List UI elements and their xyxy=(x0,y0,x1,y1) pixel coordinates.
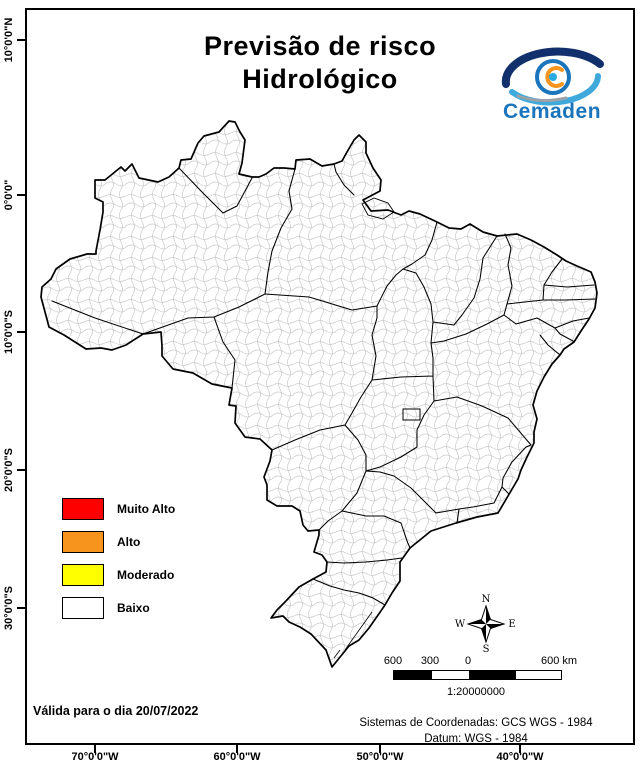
legend-swatch-baixo xyxy=(62,597,104,619)
lat-label-30s: 30°0'0"S xyxy=(3,585,15,631)
title-line-1: Previsão de risco xyxy=(203,31,437,61)
lagoon-line xyxy=(333,611,373,659)
legend-item-alto: Alto xyxy=(62,531,232,553)
legend-item-moderado: Moderado xyxy=(62,564,232,586)
legend-label-muito-alto: Muito Alto xyxy=(117,502,176,516)
scale-segment xyxy=(515,671,561,679)
scale-segment xyxy=(431,671,469,679)
scale-label-300: 300 xyxy=(420,655,440,667)
legend-label-baixo: Baixo xyxy=(117,601,150,615)
title-line-2: Hidrológico xyxy=(242,63,398,94)
lon-label-40w: 40°0'0"W xyxy=(496,751,544,763)
scale-segment xyxy=(469,671,515,679)
lon-tick xyxy=(519,745,521,753)
legend-swatch-alto xyxy=(62,531,104,553)
compass-letter-e: E xyxy=(508,619,515,630)
lat-tick xyxy=(17,39,25,41)
lon-label-60w: 60°0'0"W xyxy=(213,751,261,763)
compass-letter-n: N xyxy=(482,594,491,605)
cemaden-logo-text: Cemaden xyxy=(502,100,602,123)
lat-label-0: 0°0'0" xyxy=(3,179,15,211)
scale-label-600-left: 600 xyxy=(383,655,403,667)
legend-label-alto: Alto xyxy=(117,535,141,549)
legend-item-muito-alto: Muito Alto xyxy=(62,498,232,520)
validity-note: Válida para o dia 20/07/2022 xyxy=(33,704,199,718)
brazil-border xyxy=(40,120,598,668)
cemaden-logo-icon xyxy=(501,47,604,106)
lat-label-20s: 20°0'0"S xyxy=(3,447,15,493)
legend-item-baixo: Baixo xyxy=(62,597,232,619)
lat-tick xyxy=(17,331,25,333)
lon-label-70w: 70°0'0"W xyxy=(71,751,119,763)
scale-label-600km: 600 km xyxy=(540,655,578,667)
brazil-outline xyxy=(41,121,597,667)
lat-tick xyxy=(17,469,25,471)
scale-segment xyxy=(394,671,431,679)
compass-letter-w: W xyxy=(455,619,466,630)
scale-bar xyxy=(393,670,562,680)
risk-legend: Muito Alto Alto Moderado Baixo xyxy=(62,498,232,630)
scale-label-0: 0 xyxy=(464,655,472,667)
compass-star-fill xyxy=(468,606,504,642)
lat-label-10n: 10°0'0"N xyxy=(3,17,15,63)
datum-line: Datum: WGS - 1984 xyxy=(424,732,528,745)
coordinate-system-line: Sistemas de Coordenadas: GCS WGS - 1984 xyxy=(359,717,593,729)
lat-tick xyxy=(17,607,25,609)
legend-swatch-muito-alto xyxy=(62,498,104,520)
lat-tick xyxy=(17,194,25,196)
compass-letter-s: S xyxy=(483,644,490,655)
scale-ratio: 1:20000000 xyxy=(446,686,506,698)
legend-label-moderado: Moderado xyxy=(117,568,175,582)
page-title: Previsão de risco Hidrológico xyxy=(120,30,520,96)
lon-tick xyxy=(236,745,238,753)
lat-label-10s: 10°0'0"S xyxy=(3,309,15,355)
cemaden-logo: Cemaden xyxy=(474,34,630,130)
lon-tick xyxy=(94,745,96,753)
lon-tick xyxy=(379,745,381,753)
df-rectangle xyxy=(402,408,421,421)
coordinate-system-note: Sistemas de Coordenadas: GCS WGS - 1984 … xyxy=(320,716,632,747)
state-borders xyxy=(51,163,596,606)
lon-label-50w: 50°0'0"W xyxy=(356,751,404,763)
compass-rose: N S W E xyxy=(455,594,516,655)
legend-swatch-moderado xyxy=(62,564,104,586)
